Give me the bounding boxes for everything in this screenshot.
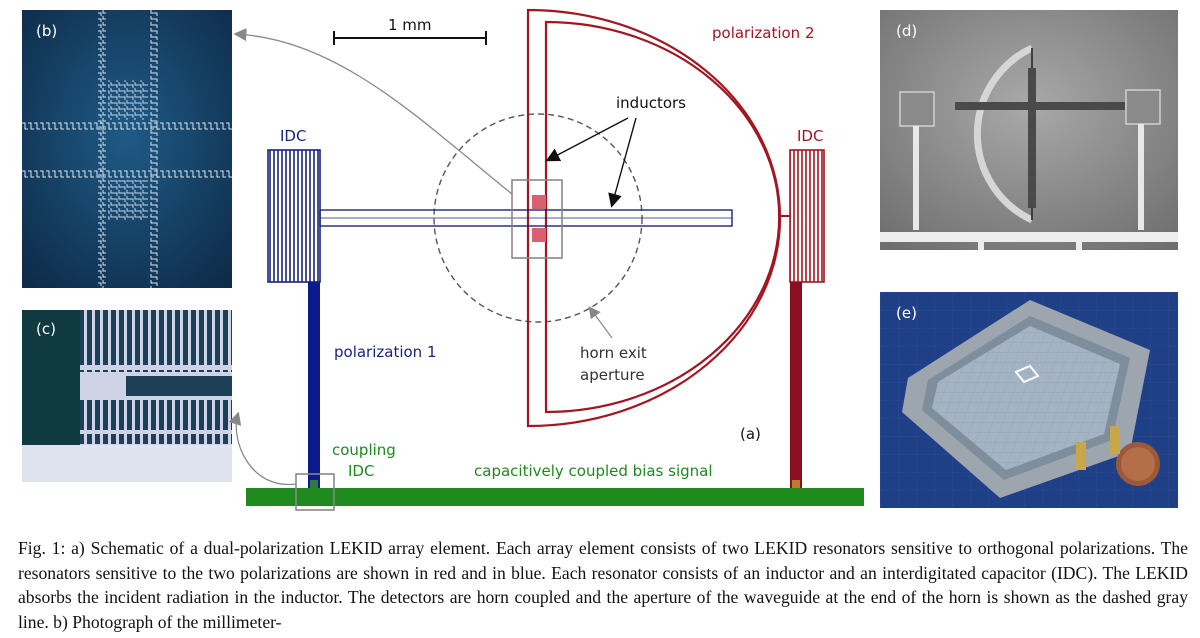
coupling-label-line1: coupling [332, 441, 396, 459]
idc-right-label: IDC [797, 127, 824, 145]
connector-c [228, 411, 297, 486]
horn-label-line2: aperture [580, 366, 645, 384]
bias-label: capacitively coupled bias signal [474, 462, 713, 480]
inductor-box [511, 179, 563, 259]
photo-panel-c: (c) [22, 310, 232, 482]
scale-bar [333, 31, 487, 45]
array-element-micrograph [880, 10, 1178, 250]
coupling-idc-box [295, 473, 335, 511]
polarization-2-feed [790, 282, 802, 488]
coupling-idc-micrograph [22, 310, 232, 482]
scale-bar-label: 1 mm [388, 16, 432, 34]
module-photograph [880, 292, 1178, 508]
idc-left [267, 149, 321, 283]
idc-left-label: IDC [280, 127, 307, 145]
inductors-label: inductors [616, 94, 686, 112]
panel-letter-c: (c) [36, 320, 56, 338]
inductor-micrograph [22, 10, 232, 288]
horn-arrow [588, 306, 613, 339]
inductors-arrow-1 [545, 117, 629, 162]
horn-label-line1: horn exit [580, 344, 647, 362]
polarization-1-label: polarization 1 [334, 343, 437, 361]
lekid-schematic [228, 8, 864, 511]
photo-panel-d: (d) [880, 10, 1178, 250]
polarization-2-resonator [526, 8, 790, 428]
coupling-label-line2: IDC [348, 462, 375, 480]
polarization-1-feed [308, 282, 320, 488]
panel-letter-b: (b) [36, 22, 58, 40]
idc-right [789, 149, 825, 283]
figure-caption: Fig. 1: a) Schematic of a dual-polarizat… [18, 538, 1188, 632]
schematic-panel-letter: (a) [740, 425, 761, 443]
polarization-2-label: polarization 2 [712, 24, 815, 42]
photo-panel-e: (e) [880, 292, 1178, 508]
panel-letter-d: (d) [896, 22, 918, 40]
photo-panel-b: (b) [22, 10, 232, 288]
bias-line [246, 488, 864, 506]
figure: (b) (c) [22, 8, 1178, 511]
panel-letter-e: (e) [896, 304, 917, 322]
inductors-arrow-2 [608, 117, 637, 208]
connector-b [233, 28, 513, 195]
